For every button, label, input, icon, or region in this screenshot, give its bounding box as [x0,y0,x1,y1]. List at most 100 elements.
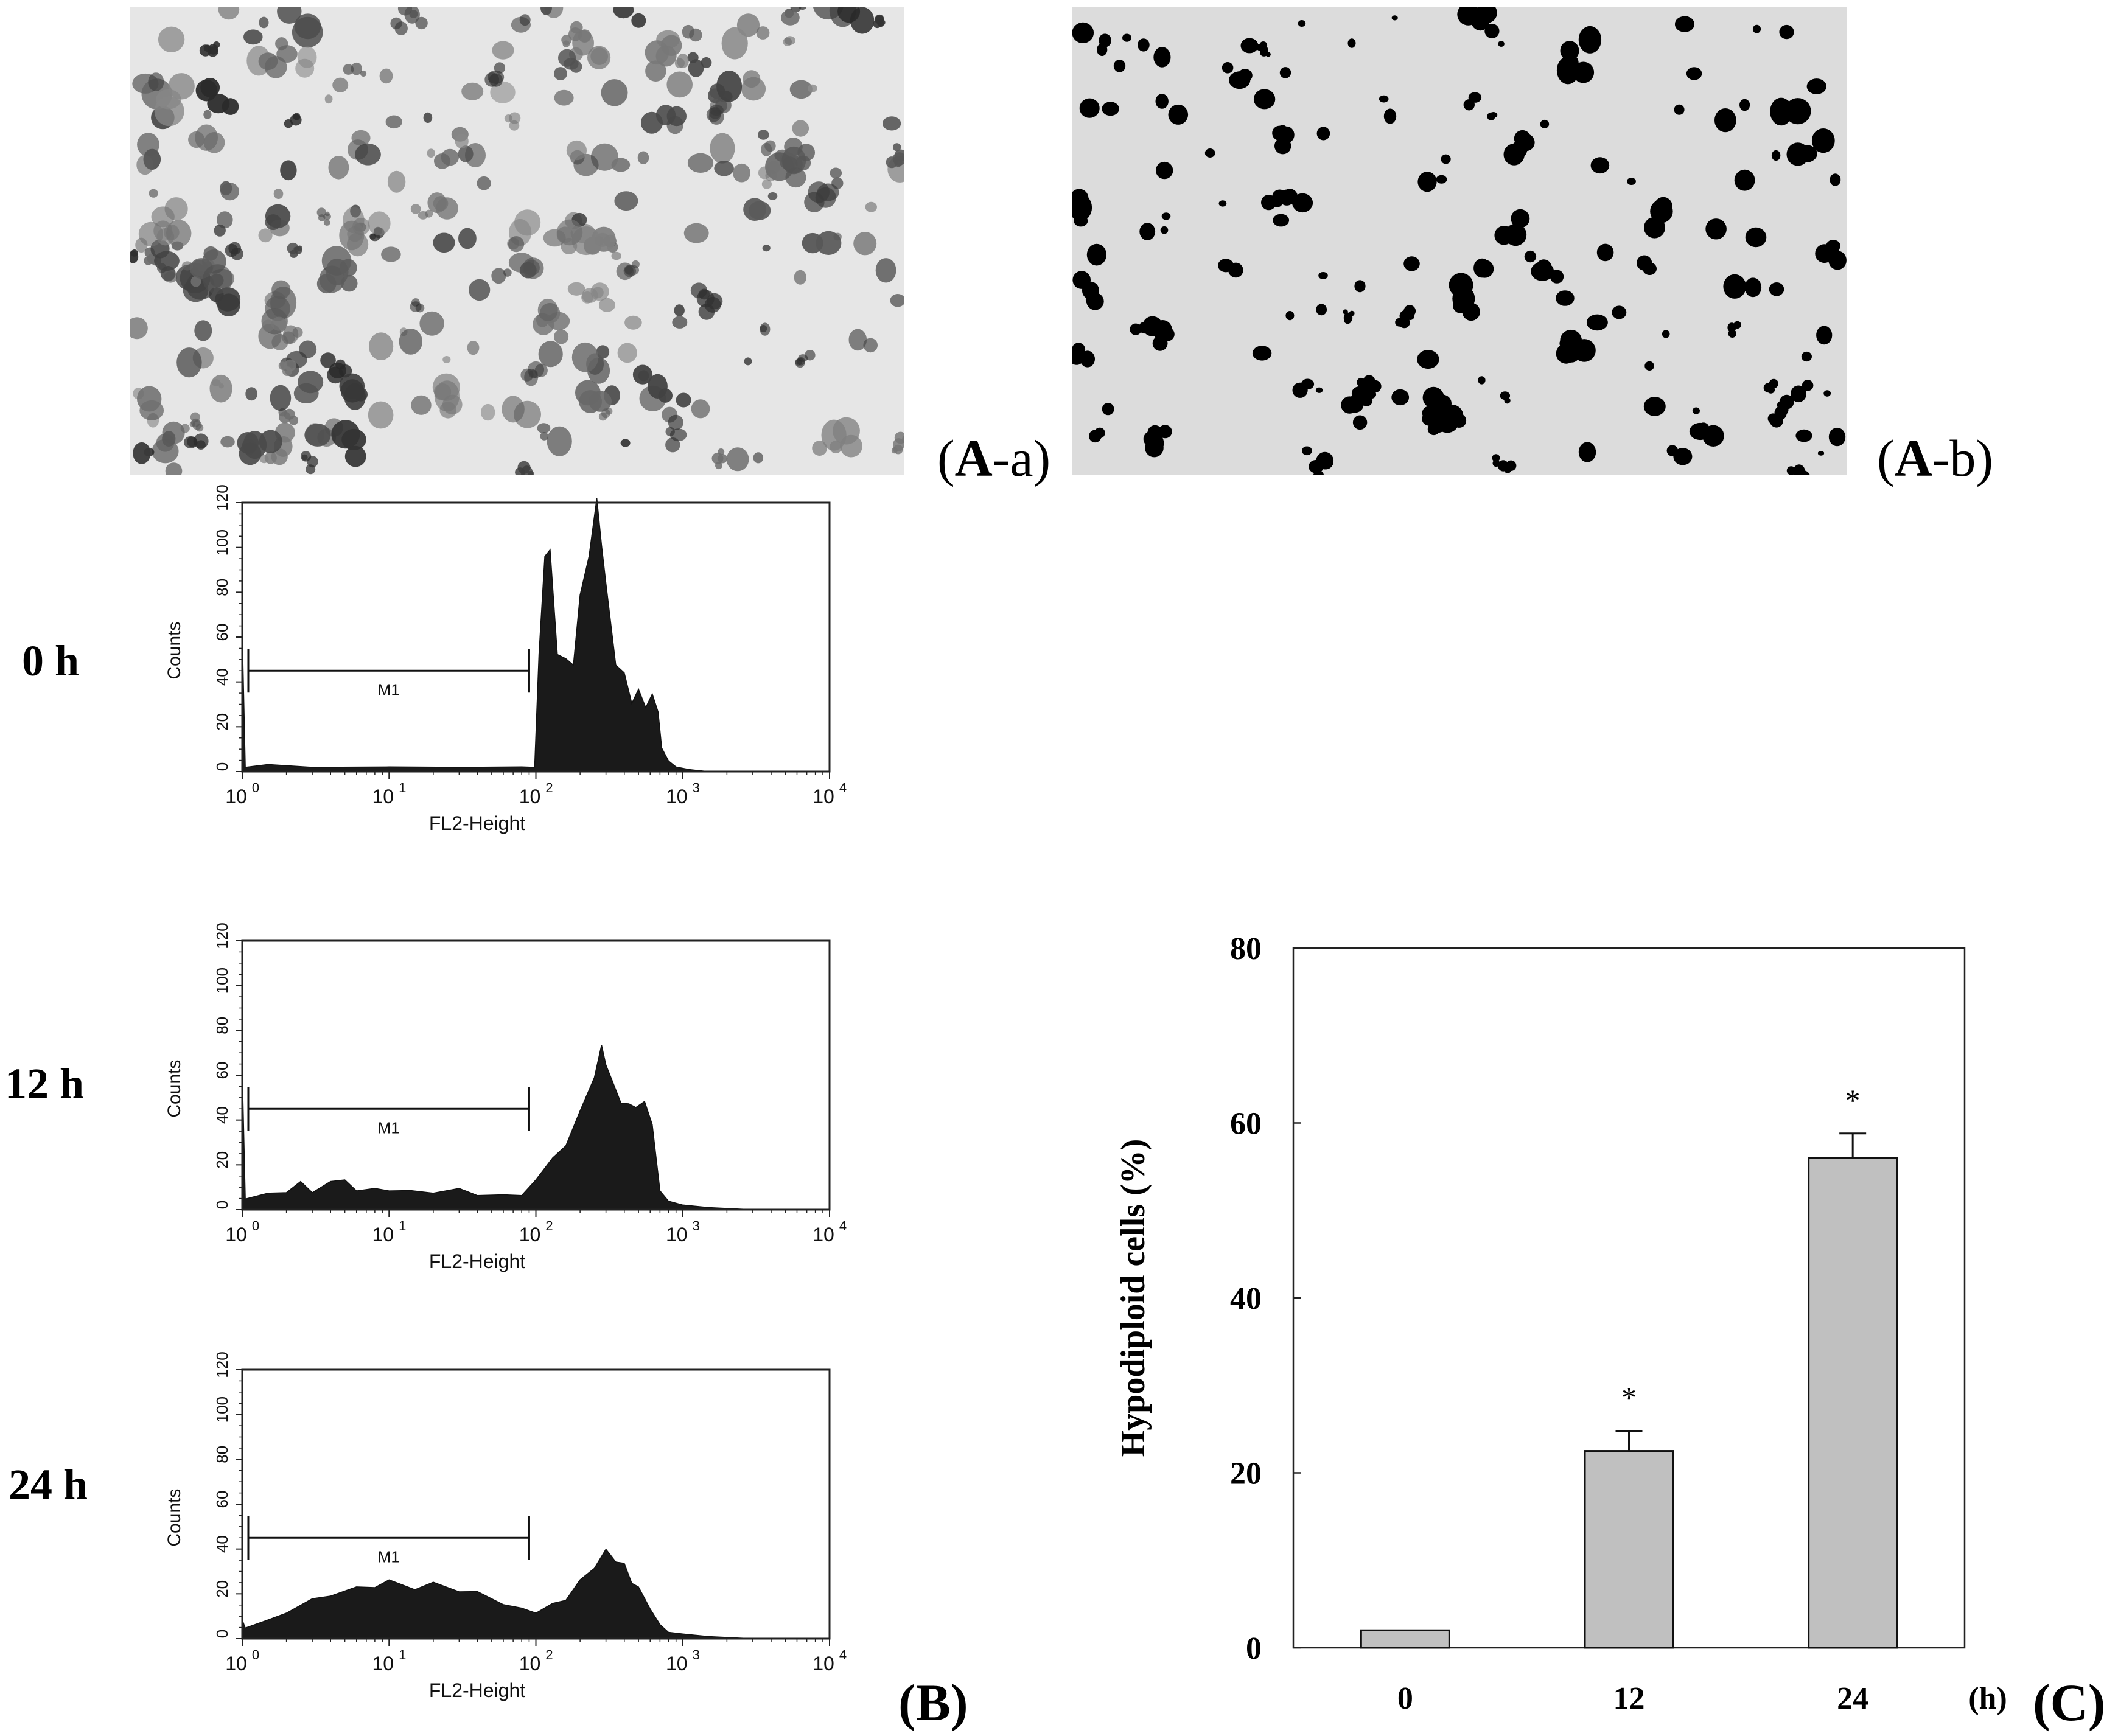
cell [343,64,354,75]
cell [668,414,683,430]
cell [863,338,878,353]
cell [237,432,259,454]
cell [865,201,878,212]
cell [1072,350,1085,365]
cell [335,359,346,370]
cell [798,7,807,10]
cell [188,131,205,148]
cell [491,268,506,284]
cell [278,361,287,370]
cell [831,177,844,189]
cell [209,374,232,403]
cell [1477,7,1497,23]
cell [1383,108,1397,124]
y-tick-label: 40 [1230,1281,1262,1316]
x-tick-exponent: 1 [399,1218,406,1233]
histogram-area [242,498,830,772]
cell [840,434,862,458]
cell [641,111,663,134]
cell [623,265,636,277]
cell [1095,430,1102,436]
cell [1644,217,1665,239]
y-tick-label: 0 [213,1630,231,1638]
x-axis-unit-label: (h) [1968,1681,2007,1716]
cell [853,232,877,256]
cell [1302,446,1312,456]
cell [1556,290,1575,306]
cell [189,421,195,427]
cell [262,319,274,332]
cell [1079,98,1100,118]
cell [351,62,362,75]
cell [1253,89,1276,110]
cell [733,163,750,183]
cell [902,436,904,444]
cell [1745,227,1767,248]
cell [760,325,767,332]
hypodiploid-bar-chart: 0 20 40 60 80 Hypodiploid cells (%) 0 * 12 * 24 (h) [1114,932,2007,1716]
cell [1487,112,1495,120]
cell [805,350,816,361]
cell [1391,15,1398,21]
cell [1204,148,1215,158]
cell [1436,175,1447,184]
cell [522,257,544,279]
histogram-area [242,1548,830,1639]
cell [767,192,778,200]
x-tick-exponent: 2 [545,1647,553,1662]
cell [1391,389,1410,406]
cell [1457,7,1480,26]
cell [691,399,710,419]
y-tick-label: 80 [213,579,231,596]
cell [481,403,495,421]
cell [340,379,365,403]
cell [1578,442,1596,462]
cell [199,44,212,57]
panel-label-a-b: (A-b) [1877,429,1994,487]
cell [214,224,226,237]
y-axis-label: Counts [164,1489,184,1547]
time-label-0h: 0 h [22,636,80,685]
cell [280,160,297,181]
micrograph-b-binary-mask [1072,7,1847,475]
x-tick-label: 10 [372,786,394,807]
cell [1791,385,1806,403]
cell [344,445,366,467]
cell [258,228,273,243]
cell [368,401,394,429]
cell [410,204,421,214]
cell [1158,425,1172,439]
cell [815,187,836,208]
cell [494,62,506,74]
cell [1086,293,1104,310]
cell [331,420,360,449]
cell [554,89,574,106]
cell [1830,173,1841,186]
cell [875,14,884,24]
cell [1277,125,1288,136]
cell [687,52,699,63]
cell [355,143,381,166]
cell [271,448,288,465]
x-tick-exponent: 1 [399,1647,406,1662]
cell [213,41,220,49]
y-tick-label: 60 [213,1491,231,1508]
cell [1318,272,1328,279]
cell [427,148,435,158]
x-tick-exponent: 1 [399,780,406,795]
cell [1686,67,1702,80]
cell [1463,99,1475,111]
cell [1784,98,1811,125]
x-axis-label: FL2-Height [429,812,525,834]
cell [676,392,691,408]
cell [415,16,428,30]
cell [756,26,770,40]
cell [1155,94,1169,109]
cell [288,416,299,425]
cell [1692,407,1700,414]
cell [1673,448,1693,465]
cell [390,17,402,30]
cell [758,130,769,140]
